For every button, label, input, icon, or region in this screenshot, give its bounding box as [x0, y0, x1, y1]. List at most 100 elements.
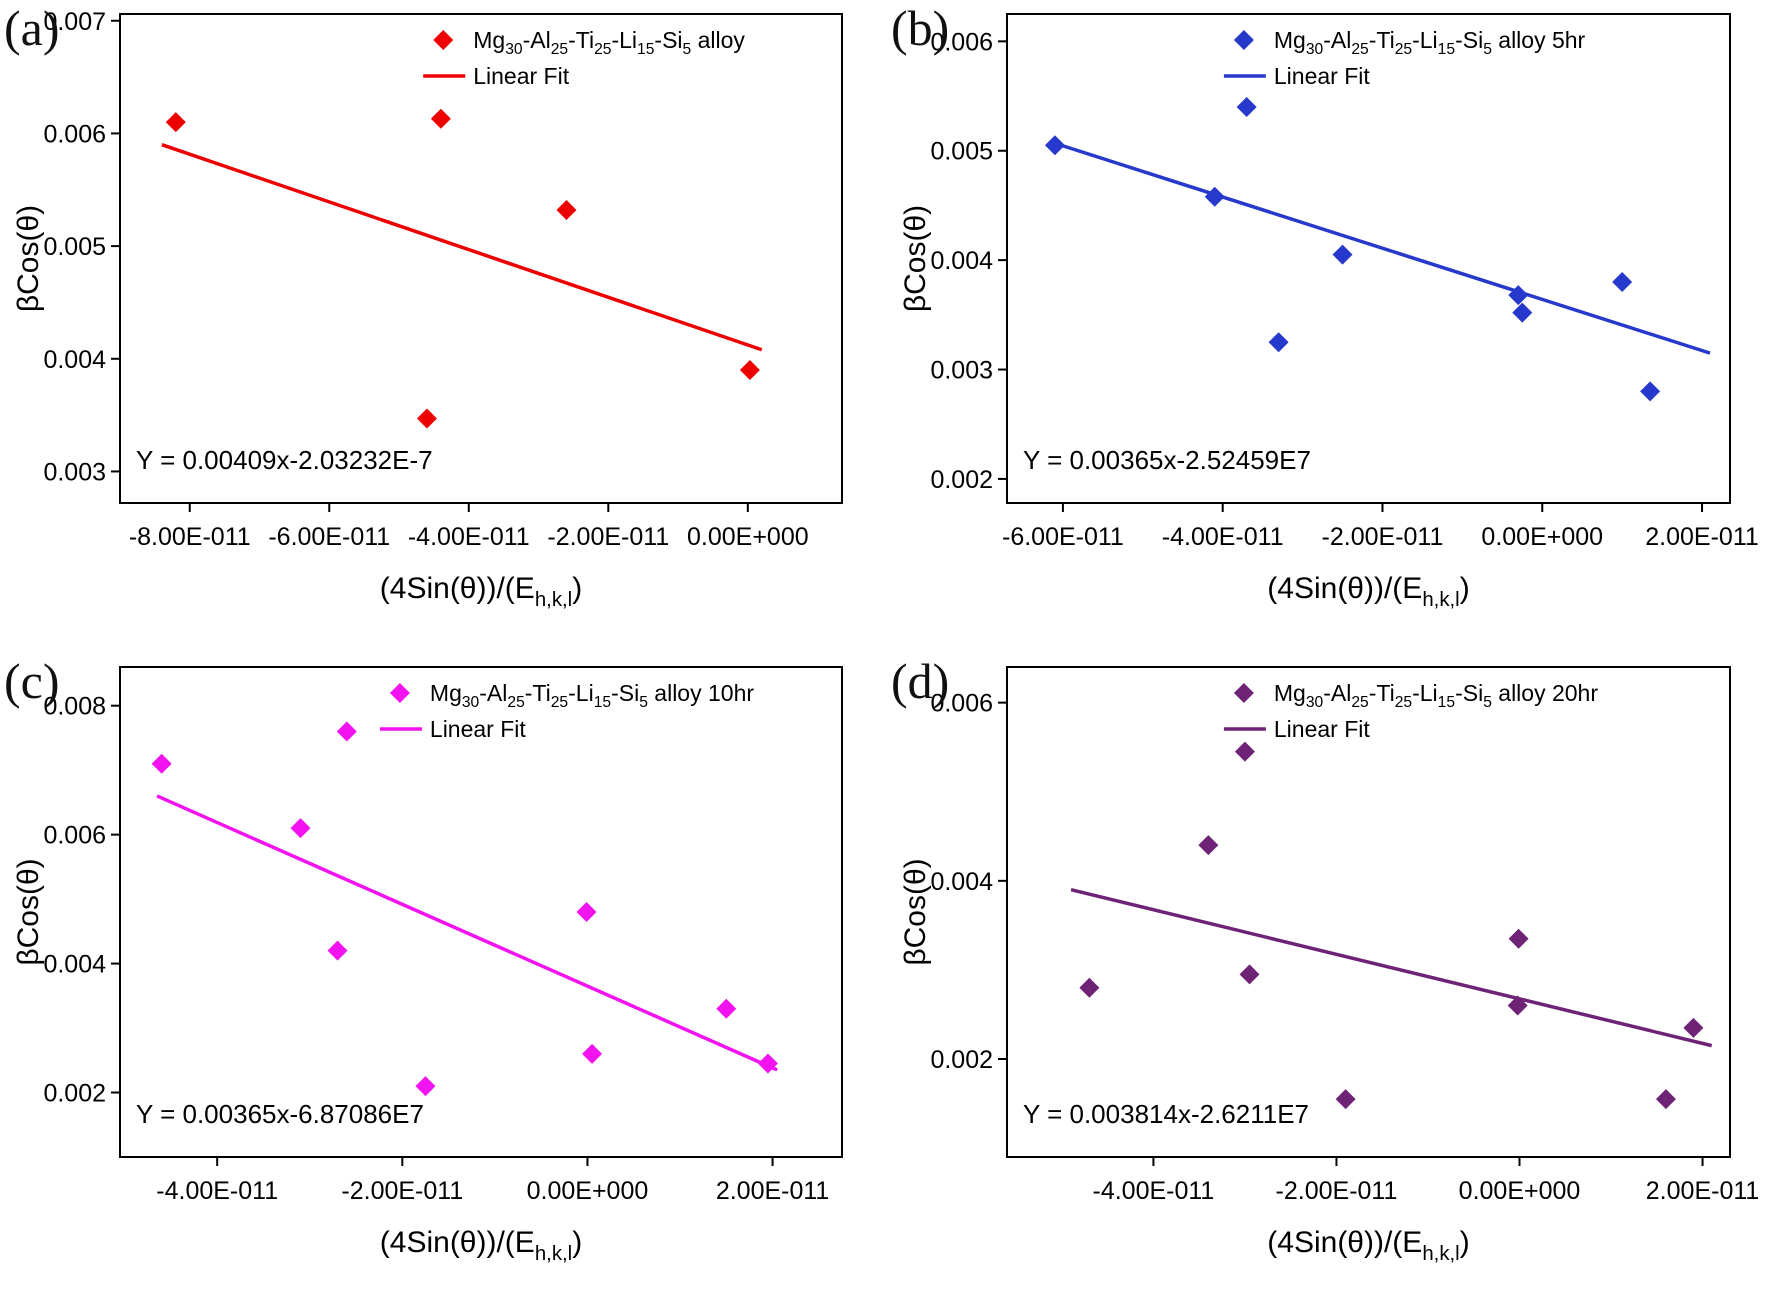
- data-point-marker: [165, 112, 186, 133]
- y-tick-label: 0.002: [930, 1046, 993, 1074]
- panel-label-b: (b): [891, 0, 950, 56]
- y-tick-label: 0.005: [43, 233, 106, 261]
- data-point-marker: [1335, 1089, 1356, 1110]
- data-point-marker: [1508, 928, 1529, 949]
- data-point-marker: [716, 998, 737, 1019]
- panel-label-d: (d): [891, 653, 950, 709]
- y-axis-label: βCos(θ): [899, 858, 932, 965]
- x-tick-label: 0.00E+000: [1481, 523, 1603, 551]
- data-point-marker: [556, 200, 577, 221]
- x-tick-label: -8.00E-011: [129, 523, 251, 551]
- chart-a-canvas: -8.00E-011 -6.00E-011 -4.00E-011 -2.00E-011…: [12, 8, 843, 611]
- chart-d-canvas: -4.00E-011 -2.00E-011 0.00E+000 2.00E-011 0.…: [899, 666, 1760, 1265]
- x-tick-label: -2.00E-011: [341, 1177, 463, 1205]
- y-axis-label: βCos(θ): [12, 205, 45, 312]
- legend-fit-label: Linear Fit: [1274, 63, 1370, 89]
- y-tick-label: 0.003: [930, 357, 993, 385]
- y-tick-label: 0.006: [43, 822, 106, 850]
- y-tick-label: 0.006: [930, 690, 993, 718]
- data-point-marker: [1655, 1089, 1676, 1110]
- legend-series-label: Mg30-Al25-Ti25-Li15-Si5 alloy 5hr: [1274, 27, 1586, 58]
- x-tick-label: -4.00E-011: [1093, 1177, 1215, 1205]
- data-point-marker: [1268, 332, 1289, 353]
- x-tick-label: 2.00E-011: [1646, 1177, 1760, 1205]
- panel-c: (c) -4.00E-011 -2.00E-011 0.00E+000 2.00E-0…: [0, 653, 887, 1307]
- x-axis-label: (4Sin(θ))/(Eh,k,l): [1267, 572, 1469, 611]
- x-tick-label: 2.00E-011: [1645, 523, 1759, 551]
- legend-series-label: Mg30-Al25-Ti25-Li15-Si5 alloy 20hr: [1274, 680, 1598, 711]
- y-axis-label: βCos(θ): [12, 858, 45, 965]
- data-point-marker: [1079, 977, 1100, 998]
- x-tick-label: -2.00E-011: [1322, 523, 1444, 551]
- data-point-marker: [1198, 835, 1219, 856]
- legend-fit-label: Linear Fit: [473, 63, 569, 89]
- y-tick-label: 0.006: [930, 28, 993, 56]
- x-axis-label: (4Sin(θ))/(Eh,k,l): [1267, 1226, 1469, 1265]
- y-tick-label: 0.004: [43, 346, 106, 374]
- data-point-marker: [290, 818, 311, 839]
- y-tick-label: 0.004: [43, 951, 106, 979]
- data-point-marker: [1507, 995, 1528, 1016]
- data-point-marker: [1234, 741, 1255, 762]
- plot-frame: [1006, 666, 1731, 1158]
- data-point-marker: [1508, 285, 1529, 306]
- x-axis-label: (4Sin(θ))/(Eh,k,l): [380, 1226, 582, 1265]
- y-tick-label: 0.008: [43, 693, 106, 721]
- panel-label-a: (a): [4, 0, 60, 56]
- y-axis-label: βCos(θ): [899, 205, 932, 312]
- plot-frame: [1006, 13, 1731, 504]
- legend-series-label: Mg30-Al25-Ti25-Li15-Si5 alloy: [473, 27, 745, 58]
- data-point-marker: [151, 753, 172, 774]
- data-point-marker: [415, 1076, 436, 1097]
- panel-label-c: (c): [4, 653, 60, 709]
- legend-series-marker-icon: [1233, 30, 1254, 50]
- y-tick-label: 0.004: [930, 868, 993, 896]
- y-tick-label: 0.006: [43, 120, 106, 148]
- fit-equation: Y = 0.00365x-2.52459E7: [1023, 445, 1311, 475]
- fit-equation: Y = 0.00409x-2.03232E-7: [136, 445, 433, 475]
- data-point-marker: [1332, 244, 1353, 265]
- x-tick-label: -2.00E-011: [1276, 1177, 1398, 1205]
- data-point-marker: [1683, 1017, 1704, 1038]
- data-point-marker: [1044, 135, 1065, 156]
- y-tick-label: 0.002: [930, 466, 993, 494]
- x-tick-label: 0.00E+000: [1459, 1177, 1581, 1205]
- x-tick-label: -4.00E-011: [1162, 523, 1284, 551]
- data-point-marker: [1236, 96, 1257, 117]
- panel-a: (a) -8.00E-011 -6.00E-011 -4.00E-011 -2.00E…: [0, 0, 887, 653]
- x-tick-label: -2.00E-011: [547, 523, 669, 551]
- x-tick-label: -6.00E-011: [1002, 523, 1124, 551]
- panel-d: (d) -4.00E-011 -2.00E-011 0.00E+000 2.00E-0…: [887, 653, 1775, 1307]
- y-tick-label: 0.003: [43, 458, 106, 486]
- x-axis-label: (4Sin(θ))/(Eh,k,l): [380, 572, 582, 611]
- data-point-marker: [1204, 186, 1225, 207]
- y-tick-label: 0.007: [43, 8, 106, 36]
- legend-series-marker-icon: [1233, 683, 1254, 703]
- data-point-marker: [336, 721, 357, 742]
- fit-equation: Y = 0.00365x-6.87086E7: [136, 1099, 424, 1129]
- data-point-marker: [416, 408, 437, 429]
- legend-series-label: Mg30-Al25-Ti25-Li15-Si5 alloy 10hr: [430, 680, 754, 711]
- data-point-marker: [1512, 302, 1533, 323]
- fit-line: [161, 143, 763, 352]
- y-tick-label: 0.005: [930, 138, 993, 166]
- data-point-marker: [1640, 381, 1661, 402]
- legend-series-marker-icon: [389, 683, 410, 703]
- fit-equation: Y = 0.003814x-2.6211E7: [1023, 1099, 1309, 1129]
- legend-fit-label: Linear Fit: [430, 716, 526, 742]
- y-tick-label: 0.004: [930, 247, 993, 275]
- plot-frame: [119, 666, 843, 1158]
- legend-series-marker-icon: [433, 30, 454, 50]
- chart-c-canvas: -4.00E-011 -2.00E-011 0.00E+000 2.00E-011 0.…: [12, 666, 843, 1265]
- fit-line: [1070, 888, 1713, 1048]
- x-tick-label: -6.00E-011: [268, 523, 390, 551]
- x-tick-label: 2.00E-011: [716, 1177, 830, 1205]
- panel-b: (b) -6.00E-011 -4.00E-011 -2.00E-011 0.00E+…: [887, 0, 1775, 653]
- data-point-marker: [739, 360, 760, 381]
- x-tick-label: 0.00E+000: [687, 523, 809, 551]
- data-point-marker: [430, 108, 451, 129]
- data-point-marker: [576, 902, 597, 922]
- x-tick-label: -4.00E-011: [156, 1177, 278, 1205]
- plot-frame: [119, 13, 843, 504]
